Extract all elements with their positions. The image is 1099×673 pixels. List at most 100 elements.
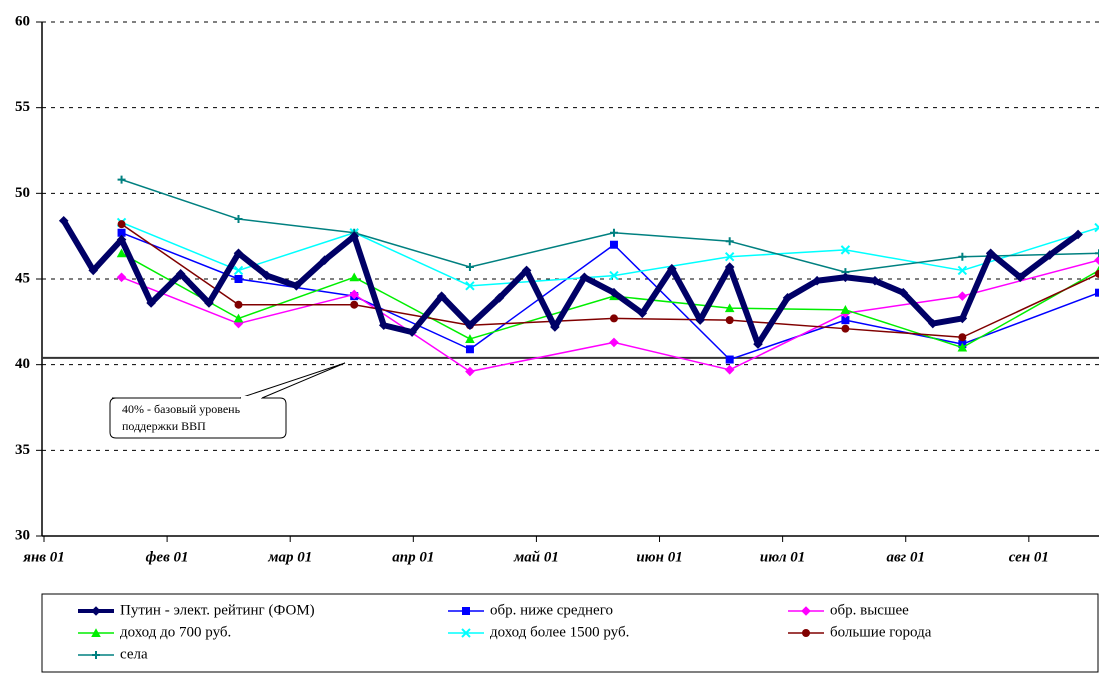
marker	[985, 248, 996, 259]
marker	[637, 308, 648, 319]
y-tick-label: 50	[15, 185, 30, 201]
marker	[753, 339, 763, 349]
marker	[1094, 255, 1099, 265]
marker	[870, 275, 880, 286]
marker	[465, 366, 475, 377]
y-tick-label: 55	[15, 99, 30, 115]
marker	[609, 337, 619, 348]
marker	[609, 314, 618, 323]
marker	[840, 272, 851, 283]
x-tick-label: май 01	[513, 549, 559, 565]
marker	[378, 320, 389, 331]
marker	[146, 298, 156, 308]
x-tick-label: мар 01	[267, 549, 312, 565]
y-tick-label: 35	[15, 442, 30, 458]
marker	[957, 265, 968, 276]
x-tick-label: апр 01	[392, 549, 434, 565]
marker	[117, 175, 126, 184]
callout-join	[241, 396, 261, 400]
marker	[465, 334, 475, 343]
y-tick-label: 45	[15, 270, 30, 286]
marker	[521, 265, 532, 276]
marker	[1095, 288, 1099, 297]
x-tick-label: сен 01	[1009, 549, 1049, 565]
legend-label: большие города	[830, 624, 932, 640]
legend-label: Путин - элект. рейтинг (ФОМ)	[120, 602, 315, 618]
marker	[234, 215, 243, 224]
marker	[233, 265, 244, 276]
marker	[88, 265, 99, 276]
marker	[465, 320, 475, 331]
marker	[465, 345, 474, 354]
marker	[724, 262, 735, 272]
marker	[1095, 249, 1099, 258]
marker	[928, 318, 938, 329]
marker	[609, 240, 618, 249]
marker	[58, 215, 69, 226]
marker	[957, 313, 968, 324]
marker	[1044, 250, 1055, 260]
marker	[609, 228, 618, 237]
annotation: 40% - базовый уровень	[122, 402, 241, 416]
marker	[319, 255, 330, 265]
marker	[349, 272, 360, 282]
marker	[91, 606, 101, 616]
marker	[462, 607, 470, 615]
series-line	[121, 252, 1099, 349]
legend-label: доход до 700 руб.	[120, 624, 231, 640]
marker	[262, 270, 272, 281]
marker	[579, 272, 590, 283]
marker	[1015, 272, 1026, 283]
x-tick-label: янв 01	[22, 549, 65, 565]
marker	[116, 234, 127, 245]
marker	[465, 281, 475, 291]
marker	[204, 298, 214, 308]
marker	[233, 248, 244, 259]
marker	[841, 316, 850, 325]
marker	[667, 263, 677, 274]
x-tick-label: июл 01	[760, 549, 805, 565]
marker	[1094, 222, 1099, 233]
legend-label: обр. ниже среднего	[490, 602, 613, 618]
marker	[812, 275, 822, 286]
marker	[234, 300, 243, 309]
marker	[350, 300, 359, 309]
marker	[724, 303, 735, 313]
marker	[1095, 269, 1099, 278]
marker	[291, 281, 302, 291]
marker	[840, 245, 851, 255]
marker	[349, 289, 360, 300]
marker	[725, 237, 734, 246]
y-tick-label: 30	[15, 527, 30, 543]
marker	[233, 313, 244, 323]
marker	[349, 231, 360, 241]
legend-label: доход более 1500 руб.	[490, 624, 629, 640]
marker	[840, 305, 851, 314]
marker	[724, 365, 735, 375]
marker	[465, 263, 474, 272]
marker	[92, 651, 100, 659]
marker	[116, 272, 127, 283]
series-line	[61, 219, 1080, 348]
marker	[609, 287, 619, 298]
marker	[782, 293, 793, 303]
callout-pointer	[239, 362, 346, 399]
marker	[407, 327, 417, 337]
marker	[234, 275, 243, 283]
y-tick-label: 40	[15, 356, 30, 372]
marker	[116, 248, 127, 258]
legend-label: села	[120, 646, 148, 662]
legend-box	[41, 593, 1099, 673]
marker	[695, 315, 705, 325]
marker	[609, 270, 619, 281]
marker	[898, 287, 909, 298]
marker	[1073, 229, 1083, 240]
marker	[802, 629, 810, 637]
marker	[724, 252, 735, 262]
marker	[958, 333, 967, 342]
marker	[801, 606, 811, 616]
marker	[725, 316, 734, 325]
marker	[494, 293, 505, 303]
marker	[461, 628, 471, 638]
